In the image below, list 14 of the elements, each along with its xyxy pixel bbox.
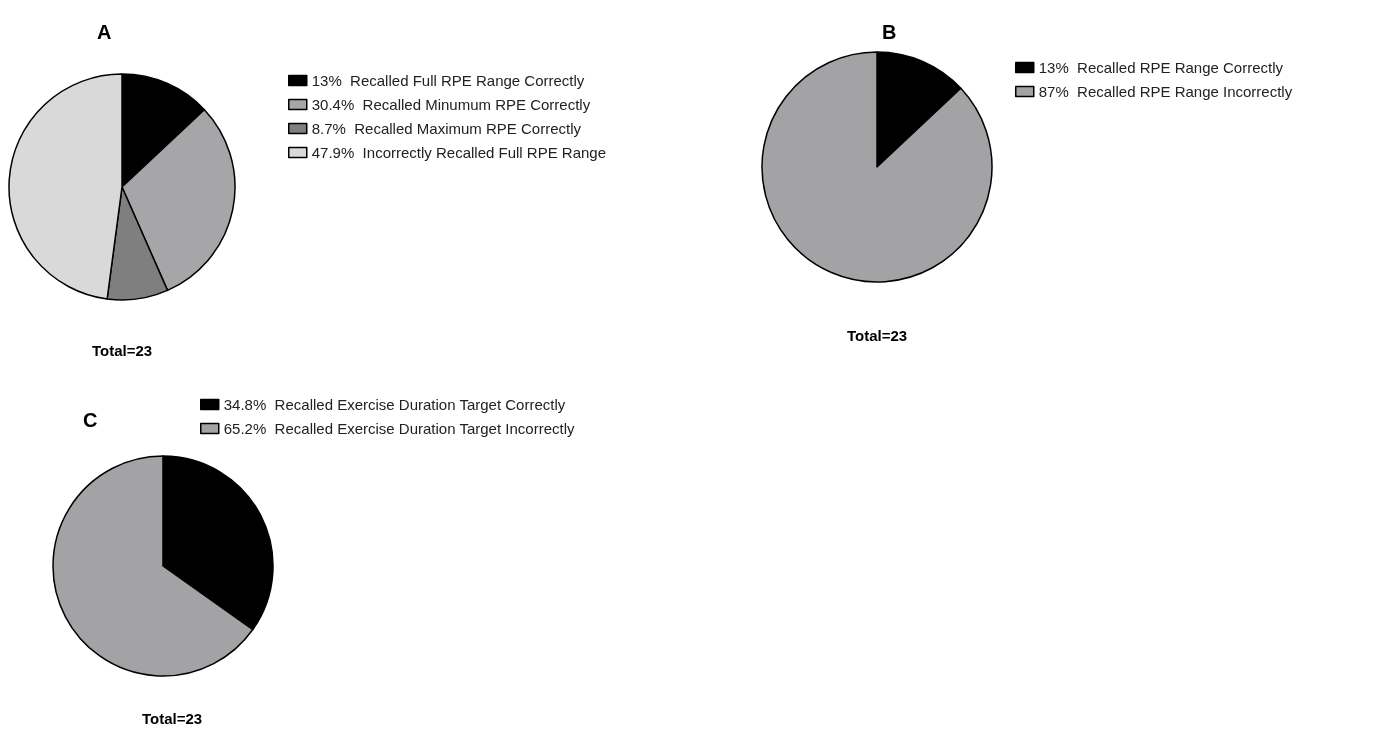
legend-label: 30.4% Recalled Minumum RPE Correctly bbox=[311, 96, 591, 113]
legend-label: 34.8% Recalled Exercise Duration Target Correctly bbox=[223, 396, 566, 413]
chart-title: B bbox=[882, 21, 897, 43]
legend-label: 65.2% Recalled Exercise Duration Target Incorrectly bbox=[223, 420, 575, 437]
text: Total=23 bbox=[846, 326, 908, 344]
legend-label: 8.7% Recalled Maximum RPE Correctly bbox=[311, 120, 582, 137]
text: Total=23 bbox=[141, 709, 203, 727]
text: C bbox=[83, 409, 98, 431]
legend-label: 47.9% Incorrectly Recalled Full RPE Range bbox=[311, 144, 607, 161]
legend-label: 13% Recalled RPE Range Correctly bbox=[1038, 59, 1284, 76]
legend-label: 87% Recalled RPE Range Incorrectly bbox=[1038, 83, 1293, 100]
legend-label: 13% Recalled Full RPE Range Correctly bbox=[311, 72, 585, 89]
chart-title: A bbox=[97, 21, 112, 43]
text: Total=23 bbox=[91, 341, 153, 359]
